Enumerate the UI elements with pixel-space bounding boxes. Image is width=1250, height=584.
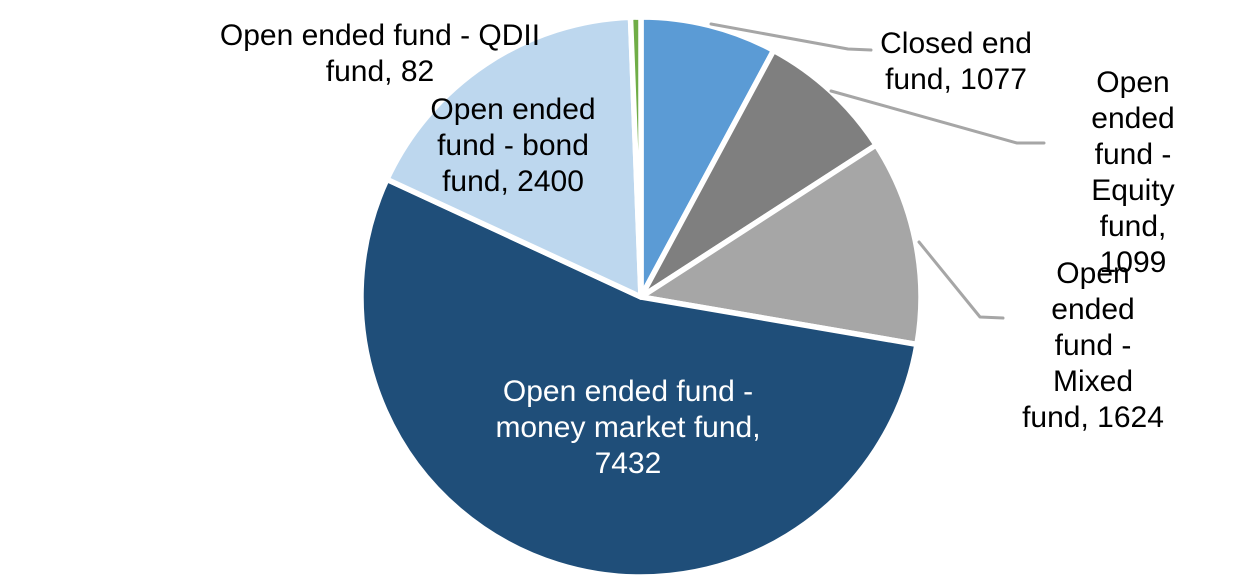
leader-line-closed-end-fund xyxy=(709,22,873,52)
pie-slice-open-ended-fund-qdii-fund xyxy=(627,14,644,300)
data-label-mixed-fund: Open ended fund - Mixed fund, 1624 xyxy=(1022,257,1164,434)
data-label-bond-fund: Open ended fund - bond fund, 2400 xyxy=(430,93,596,198)
leader-line-equity-fund xyxy=(829,89,1046,145)
data-label-closed-end-fund: Closed end fund, 1077 xyxy=(880,27,1032,96)
data-label-money-market-fund: Open ended fund - money market fund, 743… xyxy=(495,375,761,480)
leader-line-mixed-fund xyxy=(917,240,1005,320)
data-label-equity-fund: Open ended fund - Equity fund, 1099 xyxy=(1091,66,1175,279)
pie-slice-open-ended-fund-bond-fund xyxy=(384,14,644,300)
pie-slice-closed-end-fund xyxy=(638,14,777,300)
pie-slice-open-ended-fund-mixed-fund xyxy=(638,142,924,348)
data-label-qdii-fund: Open ended fund - QDII fund, 82 xyxy=(219,19,541,88)
pie-slice-open-ended-fund-money-market-fund xyxy=(358,176,920,580)
